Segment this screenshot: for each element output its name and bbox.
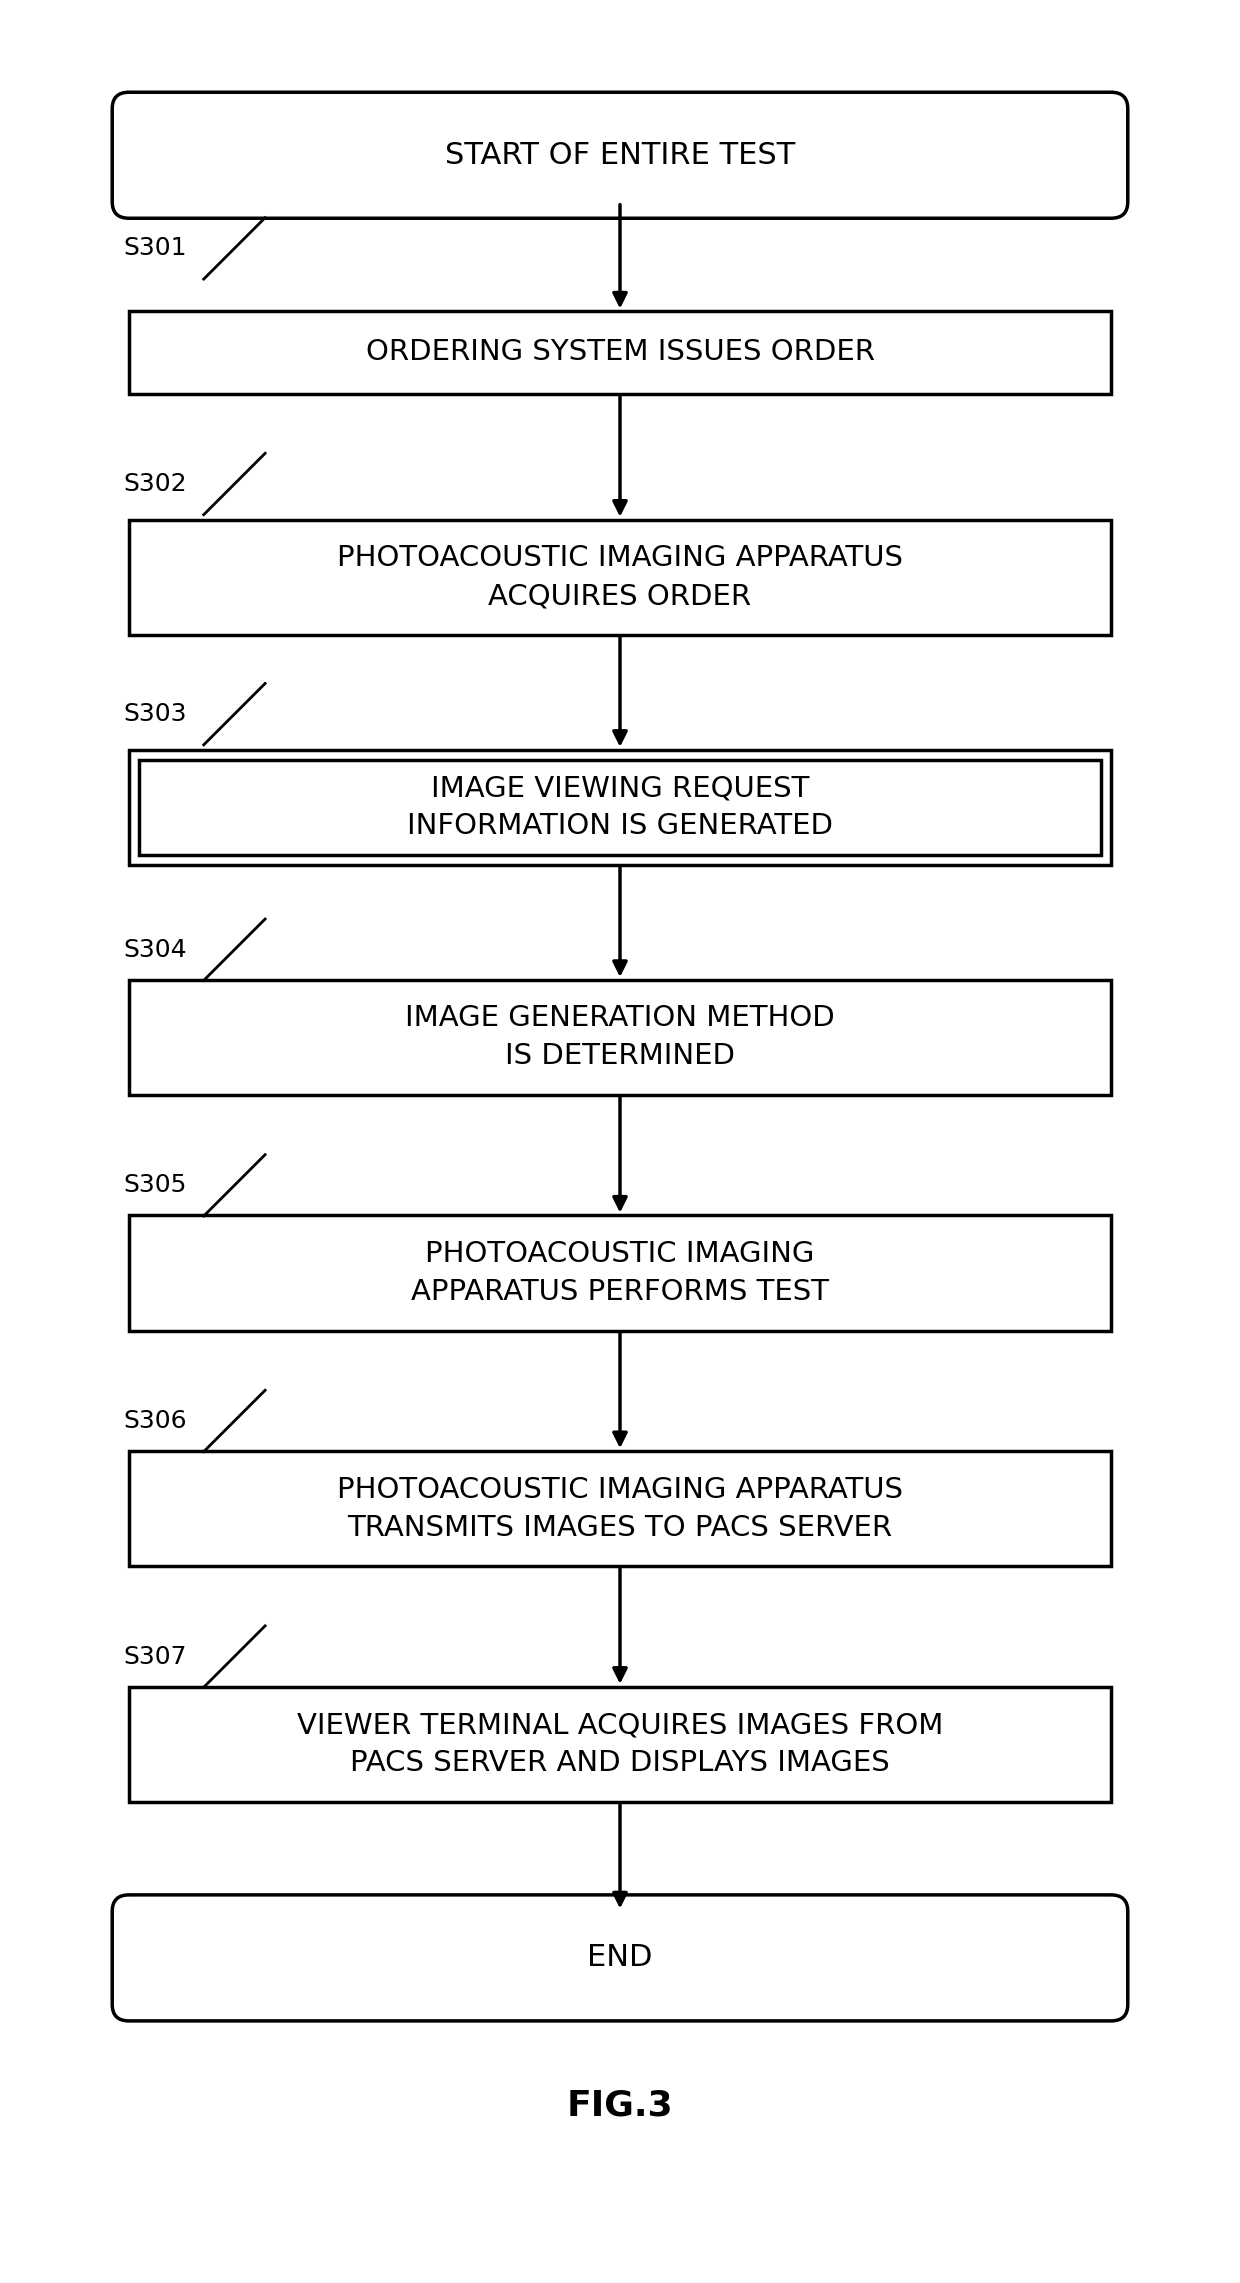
FancyBboxPatch shape: [112, 91, 1128, 219]
Text: S304: S304: [124, 938, 187, 961]
Text: PHOTOACOUSTIC IMAGING
APPARATUS PERFORMS TEST: PHOTOACOUSTIC IMAGING APPARATUS PERFORMS…: [410, 1240, 830, 1306]
Text: END: END: [588, 1943, 652, 1973]
Bar: [129, 310, 1111, 393]
Bar: [139, 760, 1101, 854]
Bar: [129, 1452, 1111, 1566]
Text: START OF ENTIRE TEST: START OF ENTIRE TEST: [445, 142, 795, 169]
Bar: [129, 749, 1111, 865]
Text: S302: S302: [124, 473, 187, 495]
Text: S305: S305: [124, 1173, 187, 1196]
Text: PHOTOACOUSTIC IMAGING APPARATUS
TRANSMITS IMAGES TO PACS SERVER: PHOTOACOUSTIC IMAGING APPARATUS TRANSMIT…: [337, 1475, 903, 1541]
Text: S303: S303: [124, 703, 187, 726]
Bar: [129, 1215, 1111, 1331]
Bar: [129, 1687, 1111, 1801]
Text: FIG.3: FIG.3: [567, 2089, 673, 2123]
Bar: [129, 521, 1111, 635]
Text: S307: S307: [124, 1644, 187, 1669]
Text: S301: S301: [124, 237, 187, 260]
Text: S306: S306: [124, 1409, 187, 1434]
Text: IMAGE GENERATION METHOD
IS DETERMINED: IMAGE GENERATION METHOD IS DETERMINED: [405, 1005, 835, 1071]
Text: VIEWER TERMINAL ACQUIRES IMAGES FROM
PACS SERVER AND DISPLAYS IMAGES: VIEWER TERMINAL ACQUIRES IMAGES FROM PAC…: [296, 1712, 944, 1776]
Text: IMAGE VIEWING REQUEST
INFORMATION IS GENERATED: IMAGE VIEWING REQUEST INFORMATION IS GEN…: [407, 774, 833, 840]
Bar: [129, 979, 1111, 1096]
Text: PHOTOACOUSTIC IMAGING APPARATUS
ACQUIRES ORDER: PHOTOACOUSTIC IMAGING APPARATUS ACQUIRES…: [337, 543, 903, 610]
FancyBboxPatch shape: [112, 1895, 1128, 2020]
Text: ORDERING SYSTEM ISSUES ORDER: ORDERING SYSTEM ISSUES ORDER: [366, 338, 874, 368]
